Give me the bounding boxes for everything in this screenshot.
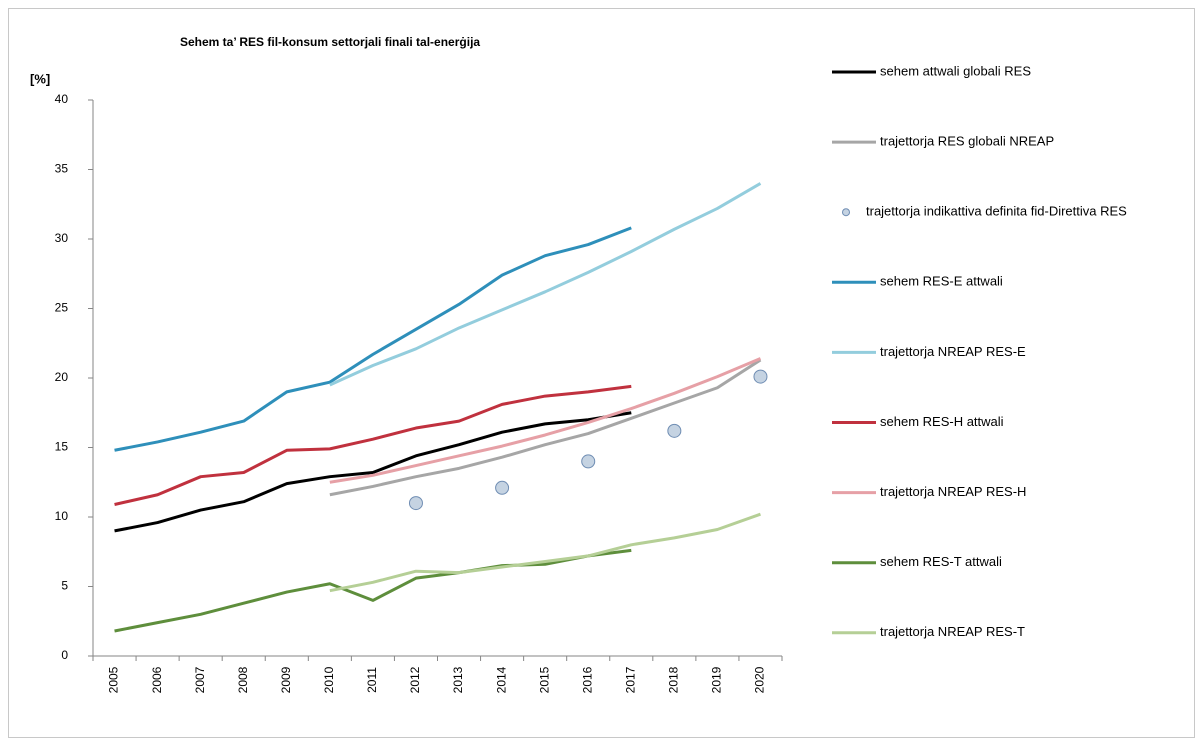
y-tick-label: 0 bbox=[61, 648, 68, 662]
legend-label: sehem RES-T attwali bbox=[880, 554, 1002, 569]
series-point bbox=[667, 423, 682, 438]
x-tick-label: 2012 bbox=[408, 666, 422, 693]
chart-border bbox=[8, 8, 1195, 738]
x-tick-label: 2006 bbox=[150, 666, 164, 693]
series-line bbox=[114, 411, 632, 533]
y-tick-label: 25 bbox=[55, 301, 69, 315]
y-tick-label: 5 bbox=[61, 579, 68, 593]
x-tick-label: 2017 bbox=[623, 666, 637, 693]
x-tick-label: 2018 bbox=[667, 666, 681, 693]
y-axis-label: [%] bbox=[30, 71, 50, 86]
x-tick-label: 2005 bbox=[107, 666, 121, 693]
series-point bbox=[753, 369, 768, 384]
legend-marker bbox=[842, 208, 850, 217]
x-tick-label: 2011 bbox=[365, 667, 379, 693]
legend-label: trajettorja RES globali NREAP bbox=[880, 134, 1054, 149]
legend-label: trajettorja NREAP RES-H bbox=[880, 484, 1026, 499]
y-tick-label: 20 bbox=[55, 370, 69, 384]
series-line bbox=[329, 182, 762, 387]
x-tick-label: 2015 bbox=[537, 666, 551, 693]
x-tick-label: 2010 bbox=[322, 666, 336, 693]
x-tick-label: 2020 bbox=[753, 666, 767, 693]
x-tick-label: 2013 bbox=[451, 666, 465, 693]
legend-label: trajettorja NREAP RES-T bbox=[880, 624, 1025, 639]
series-line bbox=[114, 548, 632, 633]
x-tick-label: 2014 bbox=[494, 666, 508, 693]
legend-label: trajettorja NREAP RES-E bbox=[880, 344, 1026, 359]
series-point bbox=[495, 480, 510, 495]
x-tick-label: 2008 bbox=[236, 666, 250, 693]
series-line bbox=[329, 357, 762, 484]
y-tick-label: 35 bbox=[55, 162, 69, 176]
legend-label: sehem attwali globali RES bbox=[880, 63, 1031, 78]
series-point bbox=[408, 496, 423, 511]
y-tick-label: 15 bbox=[55, 440, 69, 454]
legend-label: sehem RES-E attwali bbox=[880, 274, 1003, 289]
legend-label: trajettorja indikattiva definita fid-Dir… bbox=[866, 204, 1127, 219]
x-tick-label: 2019 bbox=[710, 666, 724, 693]
x-tick-label: 2009 bbox=[279, 666, 293, 693]
y-tick-label: 10 bbox=[55, 509, 69, 523]
y-tick-label: 30 bbox=[55, 231, 69, 245]
series-line bbox=[329, 512, 761, 593]
series-point bbox=[581, 454, 596, 469]
x-tick-label: 2016 bbox=[580, 666, 594, 693]
chart-title: Sehem ta’ RES fil-konsum settorjali fina… bbox=[180, 35, 480, 49]
series-line bbox=[114, 226, 632, 452]
series-line bbox=[114, 384, 632, 506]
series-line bbox=[329, 358, 762, 497]
legend-label: sehem RES-H attwali bbox=[880, 414, 1004, 429]
x-tick-label: 2007 bbox=[193, 666, 207, 693]
y-tick-label: 40 bbox=[55, 92, 69, 106]
